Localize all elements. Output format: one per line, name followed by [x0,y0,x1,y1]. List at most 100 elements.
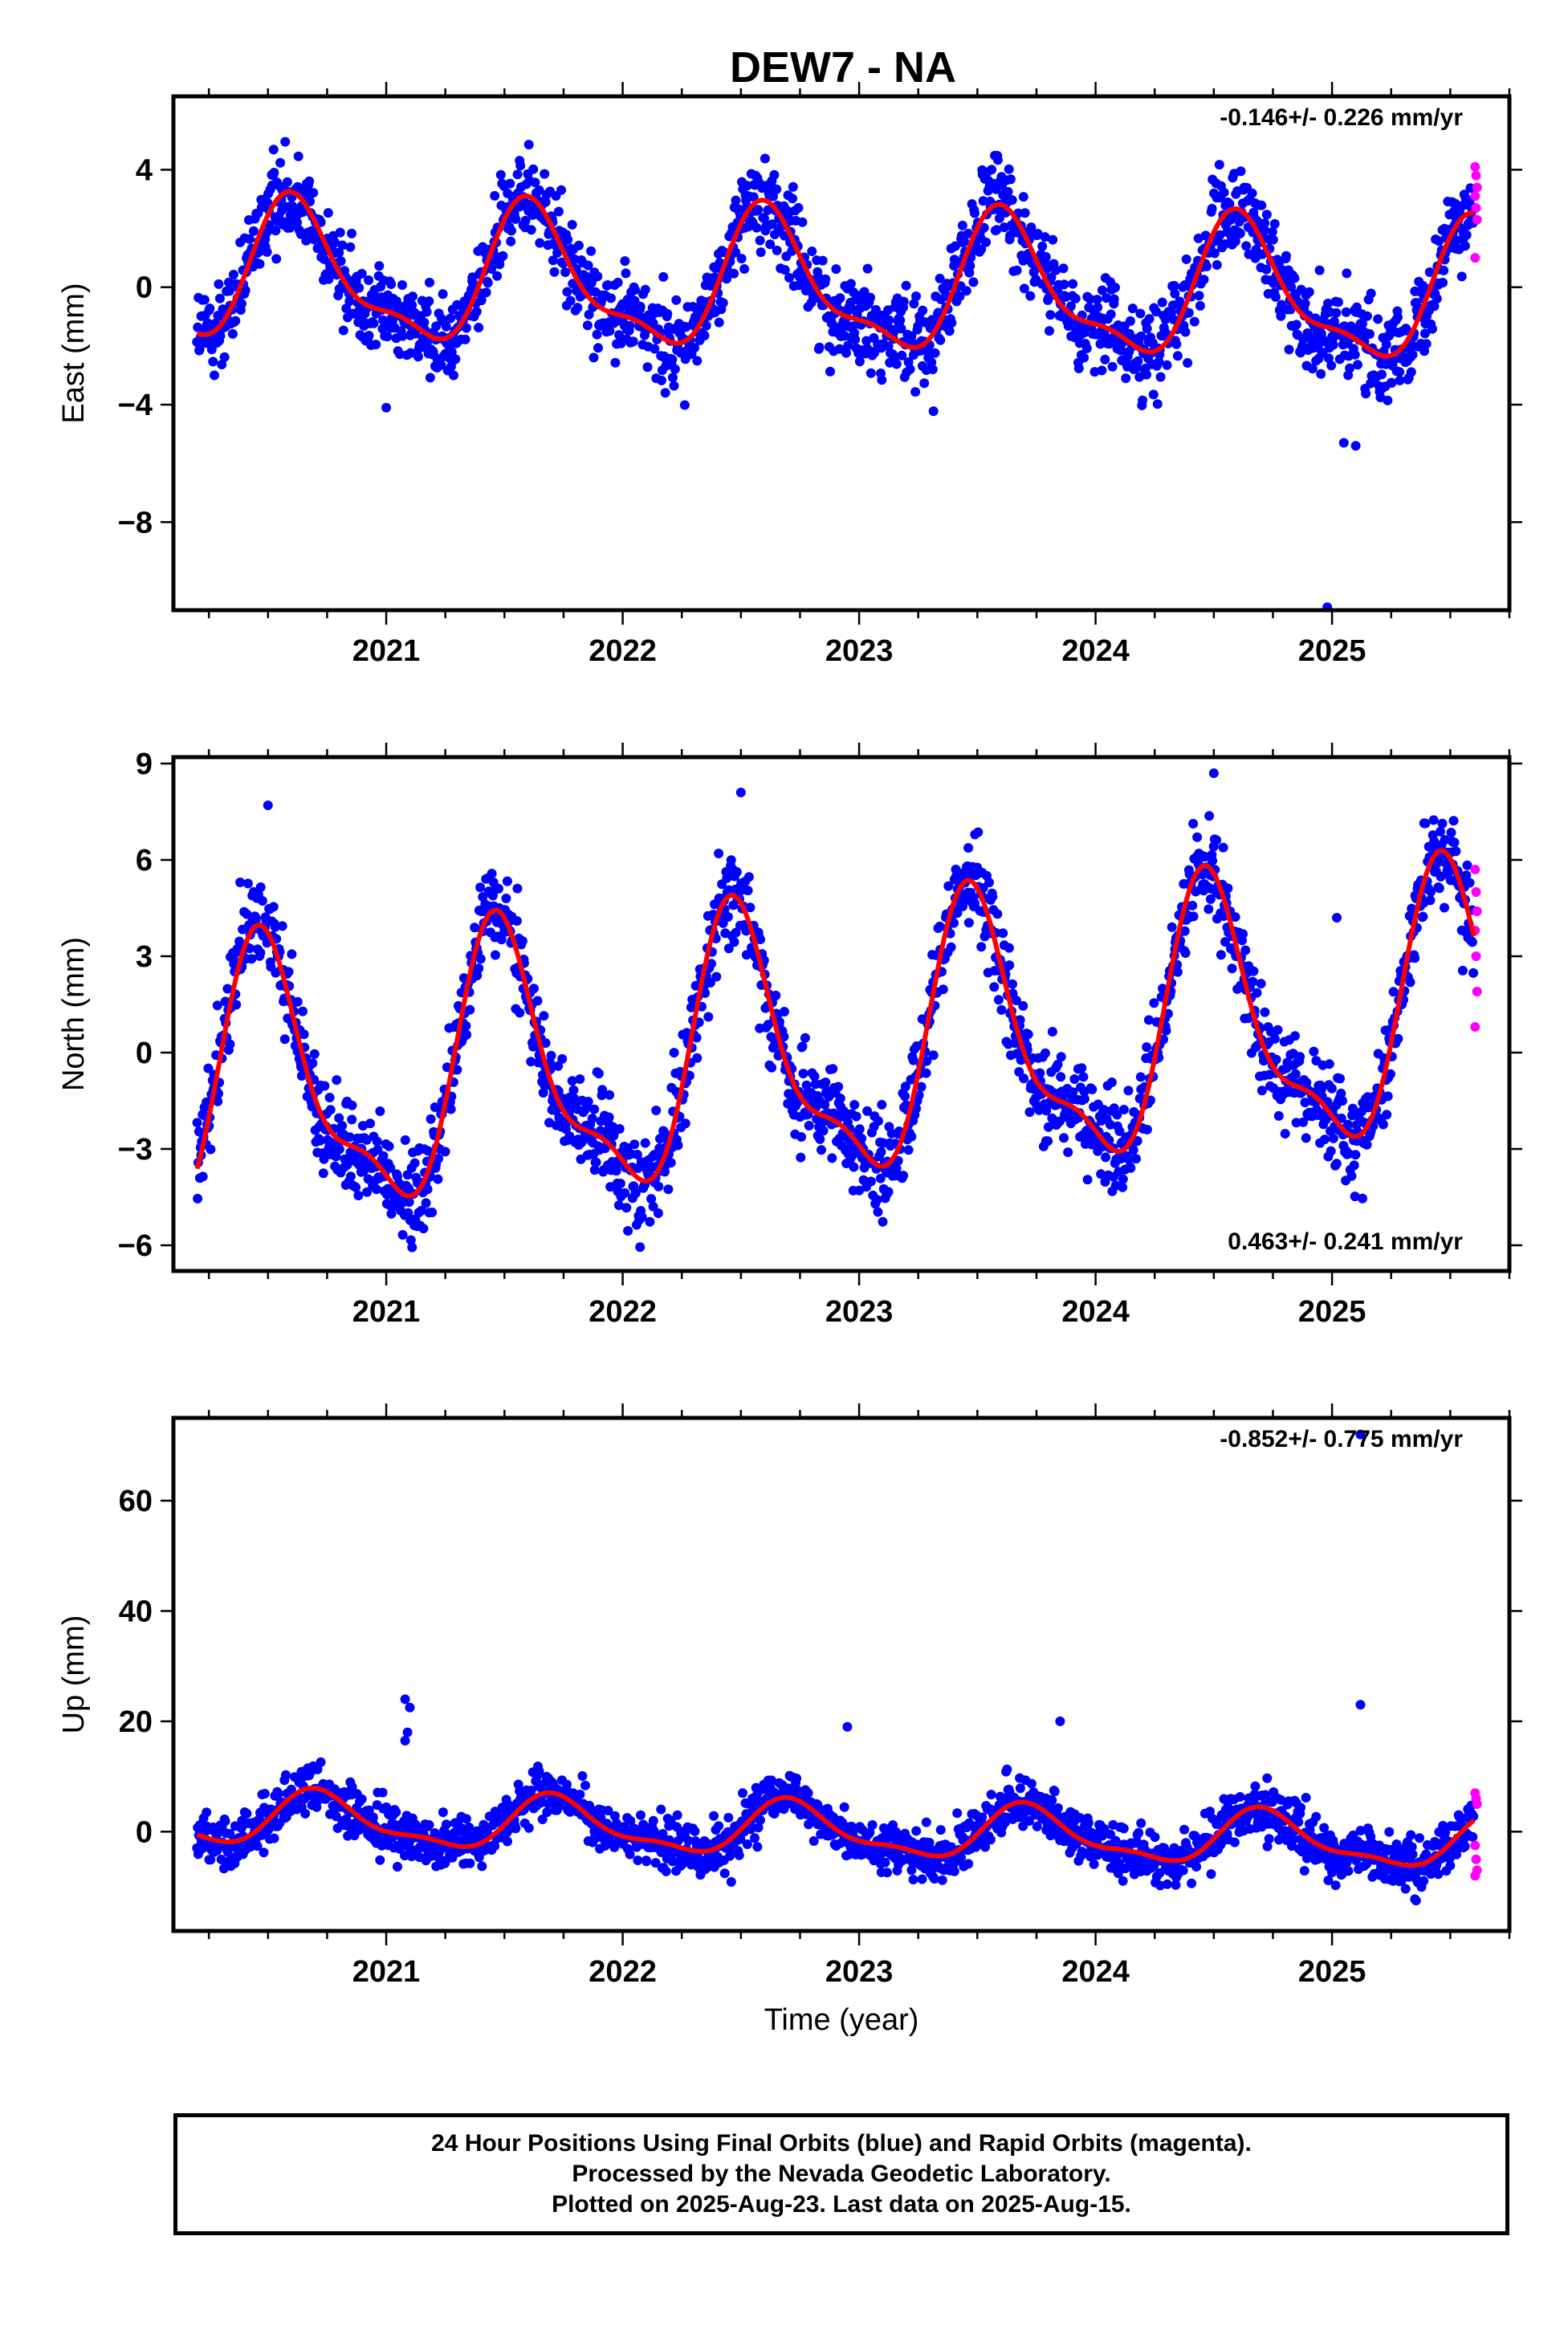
final-orbit-point [1059,1133,1069,1143]
final-orbit-point [1326,360,1337,371]
final-orbit-point [474,1852,484,1863]
final-orbit-point [1082,1175,1093,1185]
final-orbit-point [542,1807,552,1818]
final-orbit-point [292,218,303,228]
final-orbit-point [1383,395,1393,405]
final-orbit-point [1326,1083,1337,1094]
final-orbit-point [1256,979,1266,989]
final-orbit-point [1460,241,1470,251]
final-orbit-point [235,878,246,887]
final-orbit-point [461,323,471,333]
final-orbit-point [492,271,503,281]
final-orbit-point [318,1168,328,1179]
final-orbit-point [351,1182,361,1192]
final-orbit-point [347,1782,357,1792]
final-orbit-point [591,1157,601,1167]
final-orbit-point [641,1856,652,1867]
final-orbit-point [1467,937,1477,947]
final-orbit-point [1070,293,1081,303]
final-orbit-point [494,883,503,894]
final-orbit-point [877,375,887,385]
final-orbit-point [1056,1052,1066,1062]
final-orbit-point [788,193,797,204]
final-orbit-point [478,892,488,902]
final-orbit-point [215,331,226,341]
final-orbit-point [225,1039,235,1049]
final-orbit-point [1189,316,1199,327]
plot-frame [171,94,1512,613]
final-orbit-point [442,1819,451,1830]
final-orbit-point [397,331,408,341]
final-orbit-point [1192,832,1203,842]
final-orbit-point [714,317,724,328]
final-orbit-point [1314,265,1325,275]
final-orbit-point [1142,1042,1152,1053]
final-orbit-point [1331,308,1342,318]
final-orbit-point [307,1058,318,1069]
final-orbit-point [1073,363,1084,373]
final-orbit-point [593,343,603,353]
final-orbit-point [1331,1159,1342,1169]
final-orbit-point [763,205,773,215]
final-orbit-point [1105,1119,1115,1130]
final-orbit-point [1100,354,1110,365]
final-orbit-point [1109,294,1119,304]
final-orbit-point [867,1820,878,1830]
final-orbit-point [364,1805,374,1815]
final-orbit-point [613,277,623,287]
final-orbit-point [1136,331,1146,341]
final-orbit-point [1043,1136,1053,1147]
final-orbit-point [269,168,279,177]
final-orbit-point [562,287,572,297]
figure-title: DEW7 - NA [730,43,956,92]
final-orbit-point [654,1181,664,1191]
final-orbit-point [873,1207,883,1217]
final-orbit-point [308,188,319,198]
final-orbit-point [419,317,430,328]
final-orbit-point [309,1049,320,1059]
final-orbit-point [407,300,417,310]
y-tick-label: −6 [118,1229,153,1263]
final-orbit-point [640,1138,650,1148]
final-orbit-point [680,1118,690,1129]
final-orbit-point [426,1851,436,1861]
final-orbit-point [433,1174,443,1184]
final-orbit-point [667,1856,678,1867]
final-orbit-point [1025,291,1036,301]
final-orbit-point [657,375,666,385]
final-orbit-point [725,1851,735,1861]
final-orbit-point [194,344,205,355]
final-orbit-point [425,373,435,383]
final-orbit-point [865,368,876,378]
final-orbit-point [534,1766,544,1777]
final-orbit-point [449,370,458,381]
final-orbit-point [660,388,670,398]
final-orbit-point [611,1166,621,1176]
final-orbit-point [461,1814,471,1824]
final-orbit-point [397,280,407,290]
final-orbit-point [483,278,493,288]
final-orbit-point [1058,263,1069,274]
final-orbit-point [952,908,963,919]
final-orbit-point [242,878,253,889]
final-orbit-point [1116,345,1126,356]
final-orbit-point [839,1802,849,1812]
final-orbit-point [877,1099,887,1110]
final-orbit-point [1215,230,1225,240]
final-orbit-point [935,273,945,283]
final-orbit-point [384,1141,394,1151]
final-orbit-point [565,295,576,306]
final-orbit-point [1240,945,1251,955]
final-orbit-point [831,264,841,275]
final-orbit-point [906,1131,917,1142]
final-orbit-point [1193,233,1203,243]
final-orbit-point [1236,166,1246,177]
final-orbit-point [593,271,603,282]
final-orbit-point [707,959,716,969]
final-orbit-point [803,1788,813,1798]
final-orbit-point [1032,229,1043,238]
final-orbit-point [424,296,434,307]
final-orbit-point [356,268,367,279]
final-orbit-point [569,1094,580,1103]
final-orbit-point [325,1105,336,1115]
